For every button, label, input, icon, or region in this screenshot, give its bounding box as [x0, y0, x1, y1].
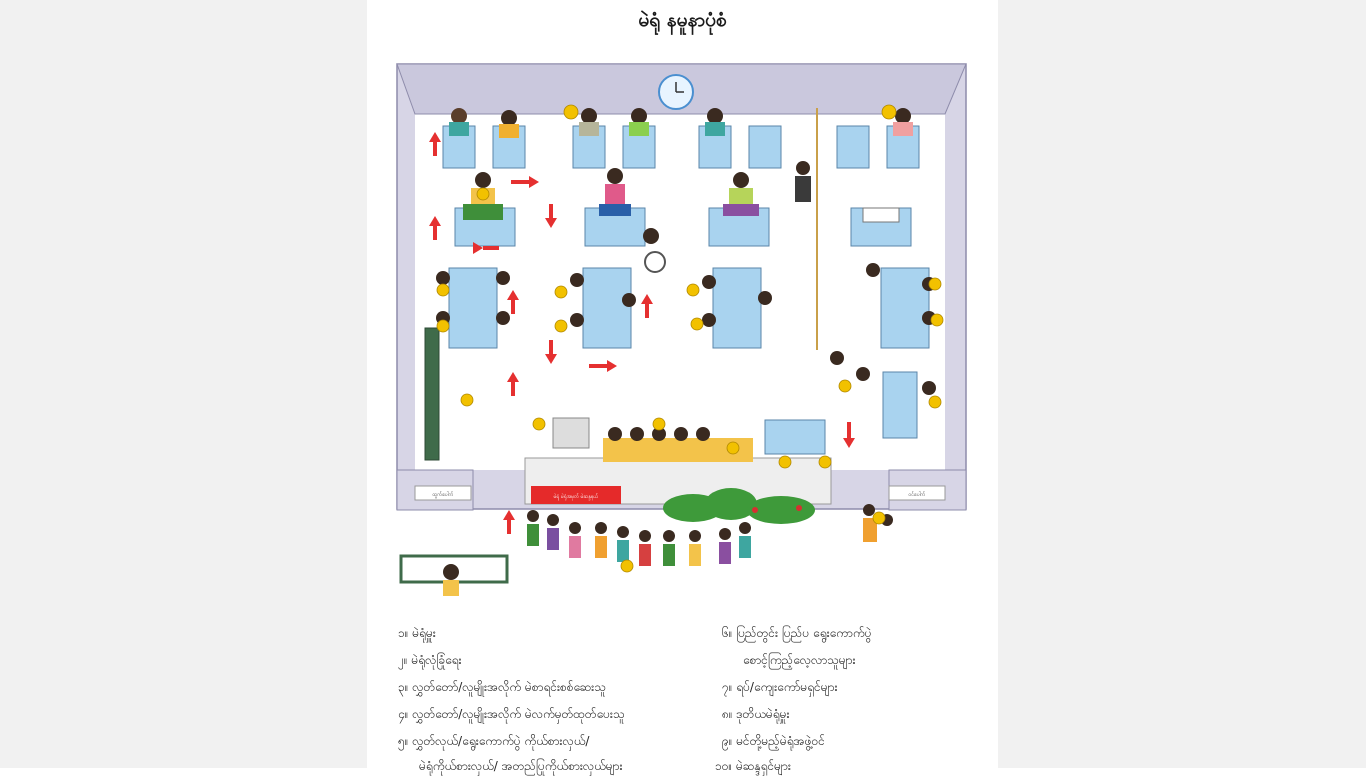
- legend-item-2: ၂။ မဲရုံလုံခြုံရေး: [398, 653, 462, 667]
- right-margin: [998, 0, 1366, 768]
- legend-item-9: ၉။ မင်တို့မည့်မဲရုံအဖွဲ့ဝင်: [722, 734, 825, 748]
- legend-item-1: ၁။ မဲရုံမှူး: [398, 626, 436, 640]
- legend-item-4: ၄။ လွှတ်တော်/လူမျိုးအလိုက် မဲလက်မှတ်ထုတ်…: [398, 707, 625, 721]
- officials: [463, 168, 900, 273]
- flow-arrows: [429, 132, 855, 534]
- banner-text: မဲရုံ မဲရုံအမှတ် မဲဆန္ဒနယ်: [554, 494, 600, 500]
- red-banner: [531, 486, 621, 504]
- exit-sign-text: ထွက်ပေါက်: [432, 492, 454, 498]
- polling-station-floor-plan: ထွက်ပေါက် ဝင်ပေါက်: [396, 63, 967, 596]
- legend-item-6: ၆။ ပြည်တွင်း ပြည်ပ ရွေးကောက်ပွဲ: [722, 626, 872, 640]
- observers-row: [552, 417, 826, 462]
- voter-queue: [527, 504, 893, 566]
- exit-sign: [414, 485, 472, 501]
- legend-item-6-cont: စောင့်ကြည့်လေ့လာသူများ: [743, 653, 856, 667]
- legend-item-5-cont: မဲရုံကိုယ်စားလှယ်/ အတည်ပြုကိုယ်စားလှယ်မျ…: [419, 759, 623, 773]
- floor: [415, 114, 945, 470]
- legend-item-7: ၇။ ရပ်/ကျေးကော်မရှင်များ: [722, 680, 838, 694]
- legend-item-10: ၁၀။ မဲဆန္ဒရှင်များ: [715, 759, 791, 773]
- page-title: မဲရုံ နမူနာပုံစံ: [638, 9, 727, 31]
- notice-board: [424, 327, 440, 461]
- legend-item-5: ၅။ လွှတ်လုယ်/ရွေးကောက်ပွဲ ကိုယ်စားလှယ်/: [398, 734, 590, 748]
- security-person: [796, 161, 810, 175]
- voters-in-booths: [449, 108, 913, 138]
- legend-item-3: ၃။ လွှတ်တော်/လူမျိုးအလိုက် မဲစာရင်းစစ်ဆေ…: [398, 680, 606, 694]
- left-margin: [0, 0, 367, 768]
- entrance-sign: [888, 485, 946, 501]
- wheelchair-voter: [643, 228, 659, 244]
- ballot-tables: [448, 207, 930, 439]
- legend-item-8: ၈။ ဒုတိယမဲရုံမှူး: [722, 707, 790, 721]
- plants: [663, 488, 815, 524]
- entrance-sign-text: ဝင်ပေါက်: [909, 492, 927, 498]
- number-badges: [436, 104, 944, 573]
- document-page: မဲရုံ နမူနာပုံစံ ထွက်ပေါက် ဝင်ပေါက်: [367, 0, 998, 773]
